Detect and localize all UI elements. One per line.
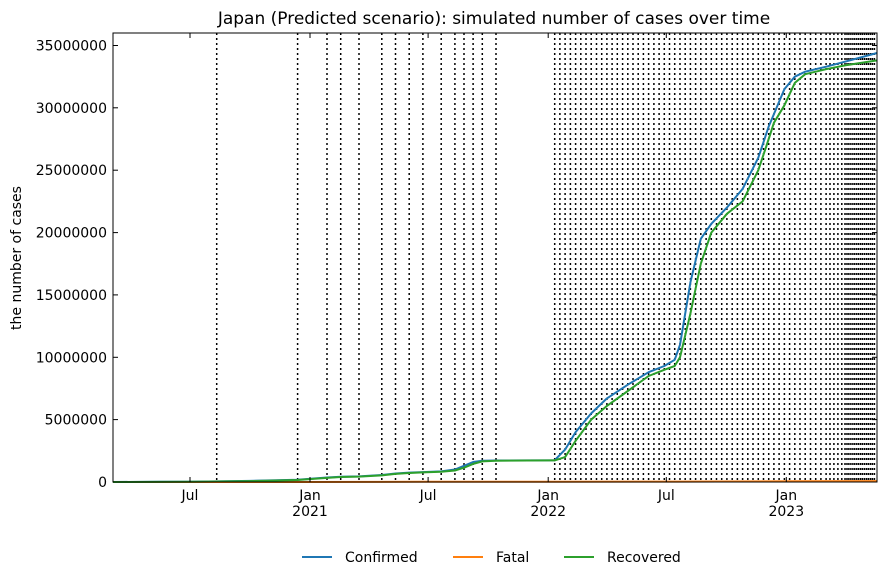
- x-tick-label: Jul: [419, 488, 437, 504]
- y-tick-label: 0: [98, 475, 107, 491]
- y-tick-label: 30000000: [36, 101, 107, 117]
- x-tick-year-label: 2021: [292, 504, 328, 520]
- y-tick-label: 5000000: [45, 413, 107, 429]
- series-line-recovered: [112, 59, 878, 483]
- y-axis: 0 5000000 10000000 15000000 20000000 25000000…: [36, 39, 877, 491]
- legend-label-fatal: Fatal: [496, 550, 529, 566]
- series-lines: [112, 52, 878, 483]
- legend-label-recovered: Recovered: [607, 550, 681, 566]
- x-tick-label: Jan: [536, 488, 559, 504]
- x-tick-label: Jul: [181, 488, 199, 504]
- x-tick-label: Jan: [298, 488, 321, 504]
- x-tick-year-label: 2022: [530, 504, 566, 520]
- legend: Confirmed Fatal Recovered: [302, 550, 681, 566]
- y-tick-label: 15000000: [36, 288, 107, 304]
- y-tick-label: 25000000: [36, 163, 107, 179]
- y-tick-label: 10000000: [36, 350, 107, 366]
- x-tick-label: Jul: [657, 488, 675, 504]
- change-date-lines: [215, 33, 876, 482]
- series-line-confirmed: [112, 52, 878, 483]
- x-tick-label: Jan: [775, 488, 798, 504]
- x-tick-year-label: 2023: [768, 504, 804, 520]
- y-axis-label: the number of cases: [9, 186, 25, 330]
- legend-label-confirmed: Confirmed: [345, 550, 418, 566]
- y-tick-label: 35000000: [36, 39, 107, 55]
- chart-title: Japan (Predicted scenario): simulated nu…: [217, 9, 770, 29]
- y-tick-label: 20000000: [36, 226, 107, 242]
- plot-area-frame: [112, 32, 878, 483]
